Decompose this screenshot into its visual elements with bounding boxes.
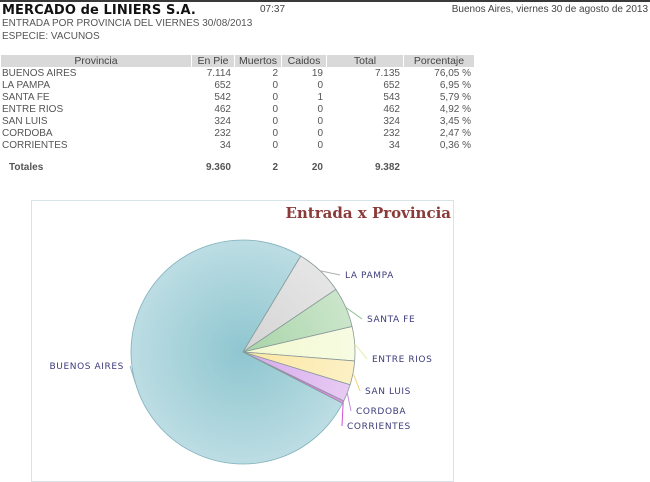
spacer-row bbox=[1, 151, 474, 161]
col-porcentaje: Porcentaje bbox=[404, 55, 474, 67]
cell-provincia: CORDOBA bbox=[2, 127, 53, 139]
leader-line bbox=[129, 365, 136, 383]
slice-label: LA PAMPA bbox=[345, 271, 394, 281]
top-border bbox=[0, 0, 650, 2]
cell-en-pie: 7.114 bbox=[206, 67, 231, 79]
leader-line bbox=[354, 343, 368, 360]
cell-muertos: 0 bbox=[272, 115, 278, 127]
cell-provincia: SAN LUIS bbox=[2, 115, 48, 127]
cell-porcentaje: 3,45 % bbox=[439, 115, 471, 127]
cell-porcentaje: 6,95 % bbox=[439, 79, 471, 91]
cell-total: 232 bbox=[383, 127, 400, 139]
total-total: 9.382 bbox=[374, 161, 400, 173]
species-label: ESPECIE: VACUNOS bbox=[2, 31, 100, 42]
total-caidos: 20 bbox=[311, 161, 323, 173]
col-total: Total bbox=[327, 55, 403, 67]
cell-en-pie: 34 bbox=[219, 139, 231, 151]
cell-provincia: ENTRE RIOS bbox=[2, 103, 64, 115]
cell-caidos: 0 bbox=[317, 115, 323, 127]
table-row: SANTA FE 542 0 1 543 5,79 % bbox=[1, 91, 474, 103]
col-provincia: Provincia bbox=[1, 55, 191, 67]
cell-en-pie: 652 bbox=[214, 79, 231, 91]
cell-porcentaje: 0,36 % bbox=[439, 139, 471, 151]
col-caidos: Caidos bbox=[282, 55, 326, 67]
table-header-row: Provincia En Pie Muertos Caidos Total Po… bbox=[1, 55, 474, 67]
total-en-pie: 9.360 bbox=[205, 161, 231, 173]
cell-en-pie: 232 bbox=[214, 127, 231, 139]
leader-line bbox=[352, 372, 361, 392]
table-row: CORRIENTES 34 0 0 34 0,36 % bbox=[1, 139, 474, 151]
pie-slice-buenos-aires bbox=[130, 239, 344, 465]
cell-muertos: 2 bbox=[272, 67, 278, 79]
cell-caidos: 0 bbox=[317, 139, 323, 151]
pie-slice-corrientes bbox=[242, 351, 345, 404]
cell-en-pie: 324 bbox=[214, 115, 231, 127]
table-row: LA PAMPA 652 0 0 652 6,95 % bbox=[1, 79, 474, 91]
cell-muertos: 0 bbox=[272, 103, 278, 115]
slice-label: SANTA FE bbox=[367, 315, 415, 325]
cell-total: 543 bbox=[383, 91, 400, 103]
slice-label: ENTRE RIOS bbox=[372, 355, 432, 365]
col-muertos: Muertos bbox=[235, 55, 281, 67]
pie-plot: BUENOS AIRES LA PAMPA SANTA FE ENTRE RIOS SA… bbox=[49, 239, 432, 465]
col-en-pie: En Pie bbox=[192, 55, 234, 67]
table-row: ENTRE RIOS 462 0 0 462 4,92 % bbox=[1, 103, 474, 115]
cell-total: 652 bbox=[383, 79, 400, 91]
cell-provincia: BUENOS AIRES bbox=[2, 67, 77, 79]
cell-caidos: 0 bbox=[317, 103, 323, 115]
pie-chart: Entrada x Provincia BUENOS AIRES LA PAMPA… bbox=[31, 200, 454, 482]
report-time: 07:37 bbox=[260, 4, 286, 15]
cell-caidos: 0 bbox=[317, 127, 323, 139]
table-row: BUENOS AIRES 7.114 2 19 7.135 76,05 % bbox=[1, 67, 474, 79]
cell-total: 7.135 bbox=[374, 67, 400, 79]
cell-total: 34 bbox=[388, 139, 400, 151]
chart-title: Entrada x Provincia bbox=[285, 204, 451, 222]
cell-caidos: 1 bbox=[317, 91, 323, 103]
cell-porcentaje: 76,05 % bbox=[434, 67, 471, 79]
place-date: Buenos Aires, viernes 30 de agosto de 20… bbox=[451, 4, 648, 15]
table-row: SAN LUIS 324 0 0 324 3,45 % bbox=[1, 115, 474, 127]
slice-label: CORRIENTES bbox=[347, 422, 411, 432]
page-title: MERCADO de LINIERS S.A. bbox=[2, 3, 196, 18]
cell-porcentaje: 4,92 % bbox=[439, 103, 471, 115]
total-muertos: 2 bbox=[272, 161, 278, 173]
leader-line bbox=[320, 270, 341, 276]
cell-provincia: CORRIENTES bbox=[2, 139, 68, 151]
cell-total: 324 bbox=[383, 115, 400, 127]
cell-muertos: 0 bbox=[272, 91, 278, 103]
leader-line bbox=[345, 306, 363, 320]
slice-label: BUENOS AIRES bbox=[49, 362, 124, 372]
entries-table: Provincia En Pie Muertos Caidos Total Po… bbox=[0, 55, 475, 173]
cell-muertos: 0 bbox=[272, 127, 278, 139]
leader-line bbox=[341, 402, 344, 427]
total-porcentaje bbox=[404, 161, 474, 173]
cell-provincia: LA PAMPA bbox=[2, 79, 50, 91]
cell-en-pie: 542 bbox=[214, 91, 231, 103]
slice-label: SAN LUIS bbox=[365, 387, 411, 397]
cell-porcentaje: 5,79 % bbox=[439, 91, 471, 103]
cell-caidos: 19 bbox=[311, 67, 323, 79]
cell-provincia: SANTA FE bbox=[2, 91, 50, 103]
table-row: CORDOBA 232 0 0 232 2,47 % bbox=[1, 127, 474, 139]
totals-row: Totales 9.360 2 20 9.382 bbox=[1, 161, 474, 173]
cell-muertos: 0 bbox=[272, 79, 278, 91]
report-subtitle: ENTRADA POR PROVINCIA DEL VIERNES 30/08/… bbox=[2, 18, 253, 29]
cell-caidos: 0 bbox=[317, 79, 323, 91]
totals-label: Totales bbox=[9, 161, 44, 173]
cell-total: 462 bbox=[383, 103, 400, 115]
cell-muertos: 0 bbox=[272, 139, 278, 151]
cell-porcentaje: 2,47 % bbox=[439, 127, 471, 139]
slice-label: CORDOBA bbox=[356, 407, 406, 417]
leader-line bbox=[346, 392, 352, 412]
cell-en-pie: 462 bbox=[214, 103, 231, 115]
